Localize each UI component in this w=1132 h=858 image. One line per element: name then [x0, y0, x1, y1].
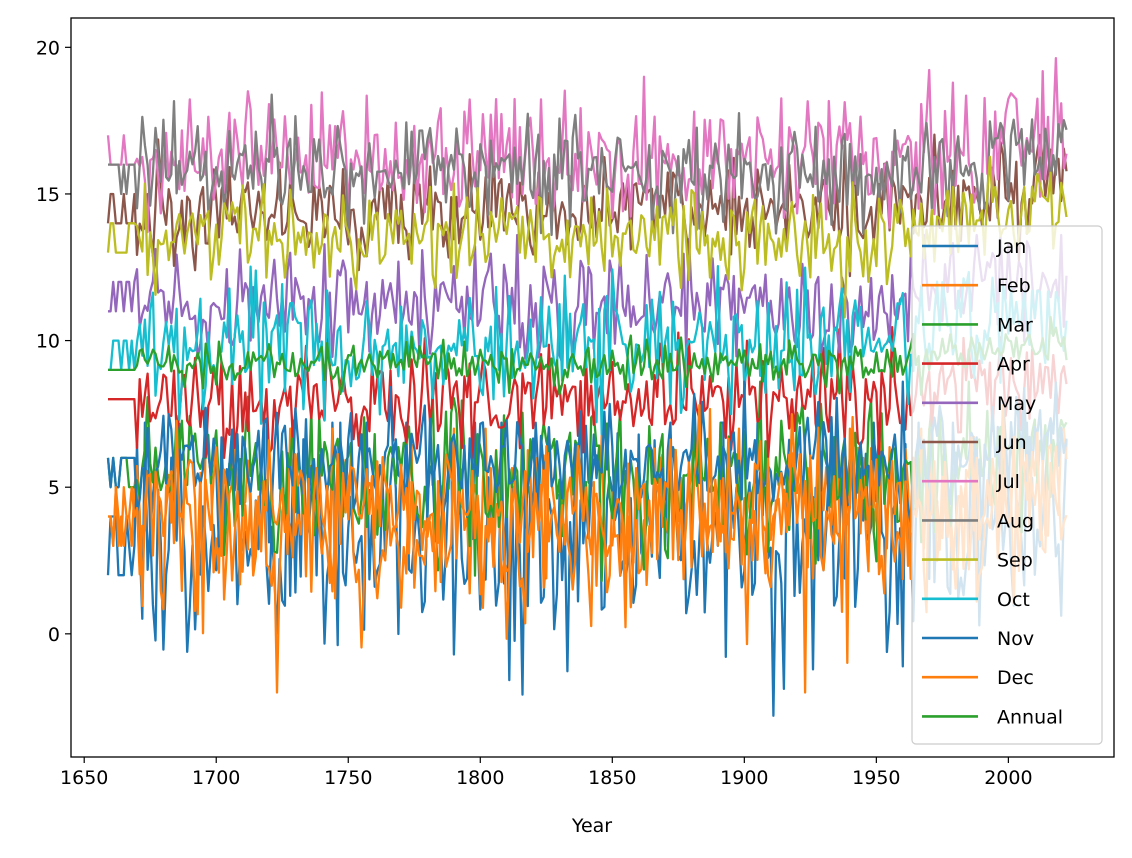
y-tick-label: 10 — [36, 331, 60, 353]
series-line-dec — [108, 403, 1068, 646]
y-tick-label: 5 — [48, 477, 60, 499]
legend-label-feb: Feb — [997, 275, 1031, 297]
legend-label-jun: Jun — [996, 432, 1027, 454]
y-tick-label: 20 — [36, 37, 60, 59]
x-tick-label: 1950 — [852, 767, 900, 789]
legend-frame — [911, 225, 1103, 745]
legend-label-sep: Sep — [997, 550, 1033, 572]
x-axis: 1650 1700 1750 1800 1850 1900 1950 2000 — [60, 757, 1033, 789]
plot-lines — [106, 57, 1068, 717]
y-tick-label: 15 — [36, 184, 60, 206]
legend-label-oct: Oct — [997, 589, 1030, 611]
x-tick-label: 1700 — [192, 767, 240, 789]
legend-label-jul: Jul — [996, 471, 1020, 493]
legend: Jan Feb Mar Apr May Jun Jul Aug Sep Oct Nov Dec Annu… — [911, 225, 1103, 745]
x-tick-label: 1900 — [720, 767, 768, 789]
legend-label-aug: Aug — [997, 510, 1034, 532]
series-line-apr — [108, 326, 1068, 460]
series-line-annual — [108, 315, 1068, 396]
legend-label-may: May — [997, 393, 1036, 415]
x-tick-label: 1650 — [60, 767, 108, 789]
x-tick-label: 1800 — [456, 767, 504, 789]
legend-label-annual: Annual — [997, 706, 1063, 728]
series-line-may — [108, 233, 1068, 364]
series-line-aug — [108, 93, 1068, 239]
legend-label-nov: Nov — [997, 628, 1034, 650]
legend-label-apr: Apr — [997, 354, 1030, 376]
x-tick-label: 1850 — [588, 767, 636, 789]
x-axis-label: Year — [571, 815, 612, 837]
y-axis: 0 5 10 15 20 — [36, 37, 71, 646]
plot-frame — [70, 17, 1115, 758]
legend-label-dec: Dec — [997, 667, 1034, 689]
series-line-jul — [106, 57, 1068, 234]
y-tick-label: 0 — [48, 624, 60, 646]
series-line-sep — [106, 155, 1068, 319]
series-line-jun — [106, 133, 1068, 278]
series-line-feb — [108, 427, 1068, 694]
legend-label-mar: Mar — [997, 314, 1033, 336]
x-tick-label: 2000 — [984, 767, 1032, 789]
legend-label-jan: Jan — [996, 236, 1026, 258]
x-tick-label: 1750 — [324, 767, 372, 789]
